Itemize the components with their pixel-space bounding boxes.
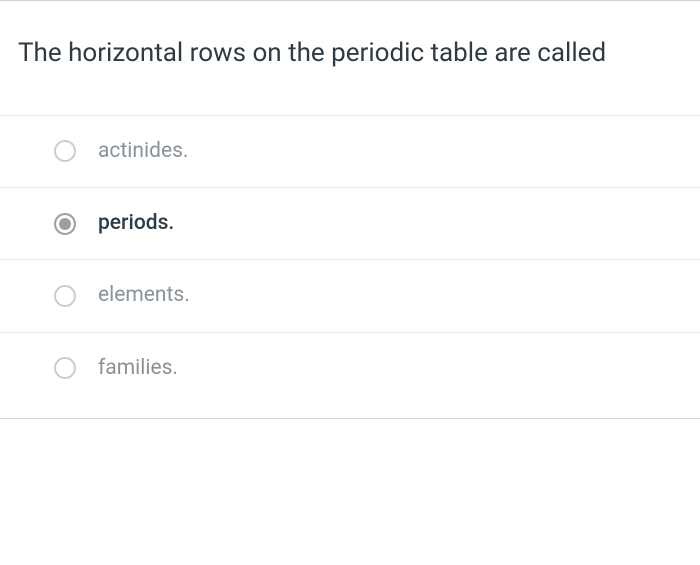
option-row-0[interactable]: actinides. bbox=[0, 115, 700, 187]
radio-icon bbox=[54, 140, 76, 162]
option-label: families. bbox=[98, 355, 178, 382]
radio-icon bbox=[54, 213, 76, 235]
question-text: The horizontal rows on the periodic tabl… bbox=[0, 37, 700, 115]
option-label: elements. bbox=[98, 282, 190, 309]
option-label: actinides. bbox=[98, 138, 188, 165]
option-row-3[interactable]: families. bbox=[0, 332, 700, 382]
quiz-container: The horizontal rows on the periodic tabl… bbox=[0, 0, 700, 419]
option-row-1[interactable]: periods. bbox=[0, 187, 700, 259]
option-row-2[interactable]: elements. bbox=[0, 259, 700, 331]
option-label: periods. bbox=[98, 210, 174, 237]
radio-icon bbox=[54, 285, 76, 307]
radio-icon bbox=[54, 357, 76, 379]
